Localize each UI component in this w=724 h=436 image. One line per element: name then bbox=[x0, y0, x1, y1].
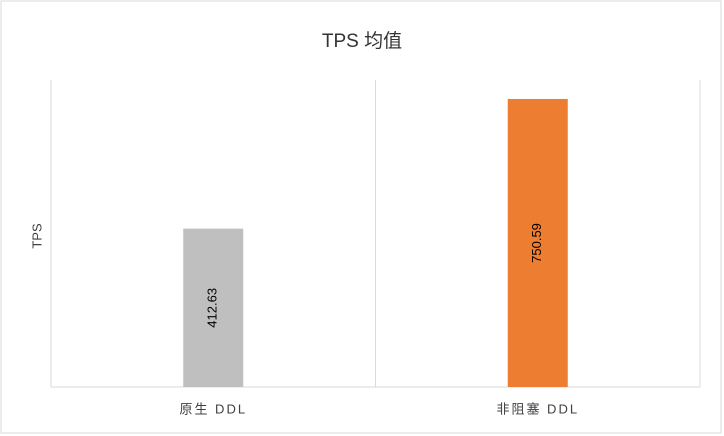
bar bbox=[183, 228, 244, 387]
data-label: 750.59 bbox=[529, 223, 544, 263]
chart-title: TPS 均值 bbox=[322, 30, 402, 52]
bar bbox=[507, 98, 568, 387]
x-tick-label: 非阻塞 DDL bbox=[496, 401, 579, 416]
x-tick-label: 原生 DDL bbox=[179, 401, 247, 416]
y-axis-label: TPS bbox=[29, 223, 44, 249]
data-label: 412.63 bbox=[205, 288, 220, 328]
